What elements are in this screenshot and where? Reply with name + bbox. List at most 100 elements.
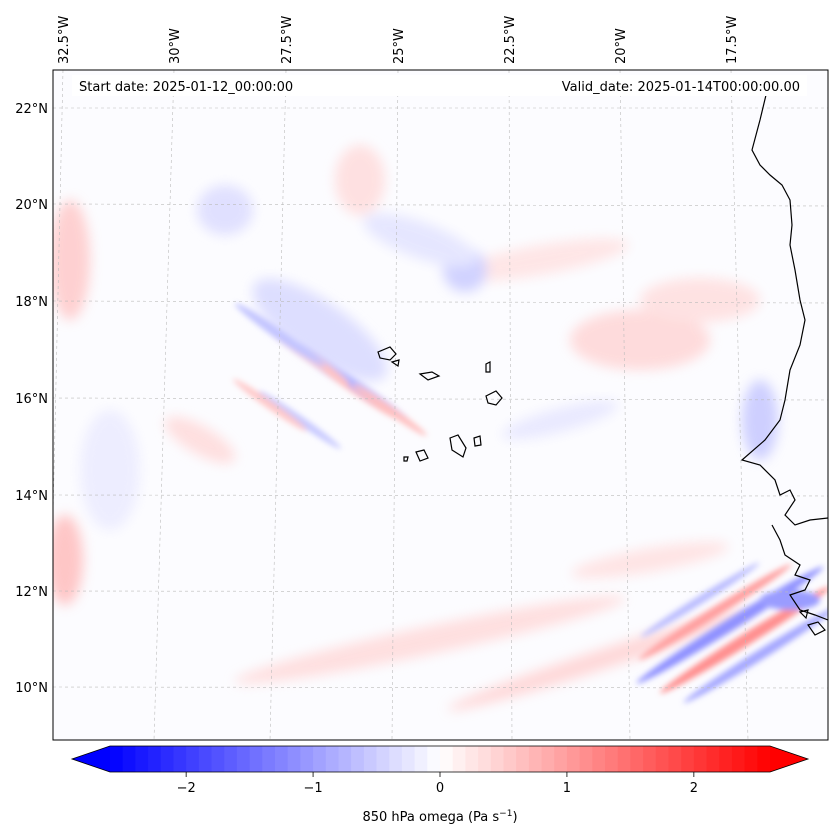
cape-verde-fogo bbox=[415, 449, 429, 462]
colorbar-cell bbox=[744, 746, 758, 772]
colorbar-cell bbox=[554, 746, 568, 772]
colorbar-cell bbox=[617, 746, 631, 772]
colorbar-label: 850 hPa omega (Pa s−1) bbox=[362, 809, 517, 825]
lon-label: 32.5°W bbox=[57, 16, 72, 64]
colorbar-cell bbox=[389, 746, 403, 772]
lat-label: 16°N bbox=[15, 392, 48, 407]
lat-label: 20°N bbox=[15, 198, 48, 213]
colorbar-cell bbox=[135, 746, 149, 772]
colorbar-cell bbox=[401, 746, 416, 772]
colorbar-cell bbox=[731, 746, 746, 772]
lon-label: 22.5°W bbox=[503, 16, 518, 64]
colorbar-cell bbox=[160, 746, 175, 772]
colorbar-tick-label: 0 bbox=[436, 781, 444, 796]
colorbar-cell bbox=[541, 746, 555, 772]
lon-label: 17.5°W bbox=[725, 16, 740, 64]
colorbar-cell bbox=[465, 746, 479, 772]
lat-label: 18°N bbox=[15, 295, 48, 310]
colorbar-cell bbox=[338, 746, 352, 772]
colorbar-cell bbox=[313, 746, 327, 772]
colorbar-cell bbox=[668, 746, 682, 772]
info-box bbox=[72, 75, 807, 96]
latitude-labels: 22°N 20°N 18°N 16°N 14°N 12°N 10°N bbox=[15, 102, 48, 696]
start-date-label: Start date: 2025-01-12_00:00:00 bbox=[79, 80, 293, 95]
bijagos-islands bbox=[798, 609, 826, 636]
valid-date-label: Valid_date: 2025-01-14T00:00:00.00 bbox=[562, 80, 800, 95]
colorbar-cell bbox=[300, 746, 314, 772]
colorbar-cell bbox=[440, 746, 454, 772]
colorbar-cell bbox=[757, 746, 771, 772]
colorbar-cell bbox=[287, 746, 301, 772]
map-frame bbox=[52, 69, 829, 741]
colorbar-cell bbox=[681, 746, 695, 772]
colorbar-cell bbox=[719, 746, 733, 772]
colorbar-cell bbox=[148, 746, 162, 772]
colorbar-cell bbox=[122, 746, 136, 772]
lat-label: 14°N bbox=[15, 489, 48, 504]
colorbar-outline bbox=[70, 745, 810, 773]
lon-label: 20°W bbox=[614, 28, 629, 64]
coastlines bbox=[377, 94, 828, 636]
colorbar-cell bbox=[198, 746, 213, 772]
colorbar-cell bbox=[490, 746, 505, 772]
cape-verde-brava bbox=[403, 456, 409, 462]
longitude-labels: 32.5°W 30°W 27.5°W 25°W 22.5°W 20°W 17.5… bbox=[57, 16, 740, 64]
colorbar-cell bbox=[452, 746, 466, 772]
colorbar-cell bbox=[630, 746, 644, 772]
colorbar-extend-max bbox=[770, 746, 808, 772]
colorbar-tick-label: 2 bbox=[690, 781, 698, 796]
colorbar-cell bbox=[643, 746, 657, 772]
colorbar-tick-label: 1 bbox=[563, 781, 571, 796]
colorbar-cell bbox=[579, 746, 593, 772]
colorbar-cell bbox=[249, 746, 263, 772]
africa-coastline bbox=[740, 94, 828, 526]
colorbar-cell bbox=[478, 746, 492, 772]
colorbar-cell bbox=[655, 746, 670, 772]
colorbar-cell bbox=[262, 746, 276, 772]
colorbar-cell bbox=[592, 746, 606, 772]
lat-label: 22°N bbox=[15, 102, 48, 117]
colorbar-cell bbox=[110, 746, 124, 772]
colorbar-tick-label: −2 bbox=[177, 781, 196, 796]
colorbar-ticks: −2 −1 0 1 2 bbox=[177, 772, 698, 796]
gridlines bbox=[53, 70, 828, 740]
colorbar-cell bbox=[211, 746, 225, 772]
colorbar-cell bbox=[376, 746, 390, 772]
cape-verde-sal bbox=[485, 361, 491, 373]
colorbar-cell bbox=[566, 746, 581, 772]
colorbar-cell bbox=[275, 746, 289, 772]
colorbar-cell bbox=[605, 746, 619, 772]
colorbar-cell bbox=[173, 746, 187, 772]
colorbar-cell bbox=[706, 746, 720, 772]
cape-verde-sao-vicente bbox=[390, 359, 400, 368]
colorbar-cell bbox=[693, 746, 708, 772]
cape-verde-sao-nicolau bbox=[418, 371, 441, 381]
lon-label: 27.5°W bbox=[280, 16, 295, 64]
cape-verde-santiago bbox=[449, 434, 467, 458]
colorbar-tick-label: −1 bbox=[303, 781, 322, 796]
lat-label: 10°N bbox=[15, 681, 48, 696]
colorbar-cell bbox=[363, 746, 378, 772]
omega-field bbox=[53, 145, 828, 711]
colorbar-cell bbox=[186, 746, 200, 772]
lon-label: 25°W bbox=[392, 28, 407, 64]
colorbar-extend-min bbox=[72, 746, 110, 772]
colorbar-cell bbox=[351, 746, 365, 772]
cape-verde-santo-antao bbox=[377, 346, 397, 361]
colorbar-cell bbox=[325, 746, 340, 772]
lon-label: 30°W bbox=[168, 28, 183, 64]
colorbar-cells bbox=[110, 746, 771, 772]
africa-coastline-south bbox=[771, 524, 828, 621]
colorbar-cell bbox=[427, 746, 441, 772]
colorbar-cell bbox=[503, 746, 517, 772]
cape-verde-boa-vista bbox=[485, 390, 503, 406]
cape-verde-maio bbox=[473, 435, 482, 447]
colorbar-cell bbox=[528, 746, 543, 772]
colorbar-cell bbox=[236, 746, 251, 772]
colorbar: −2 −1 0 1 2 850 hPa omega (Pa s−1) bbox=[70, 745, 810, 825]
colorbar-cell bbox=[224, 746, 238, 772]
lat-label: 12°N bbox=[15, 585, 48, 600]
colorbar-cell bbox=[414, 746, 428, 772]
colorbar-cell bbox=[516, 746, 530, 772]
